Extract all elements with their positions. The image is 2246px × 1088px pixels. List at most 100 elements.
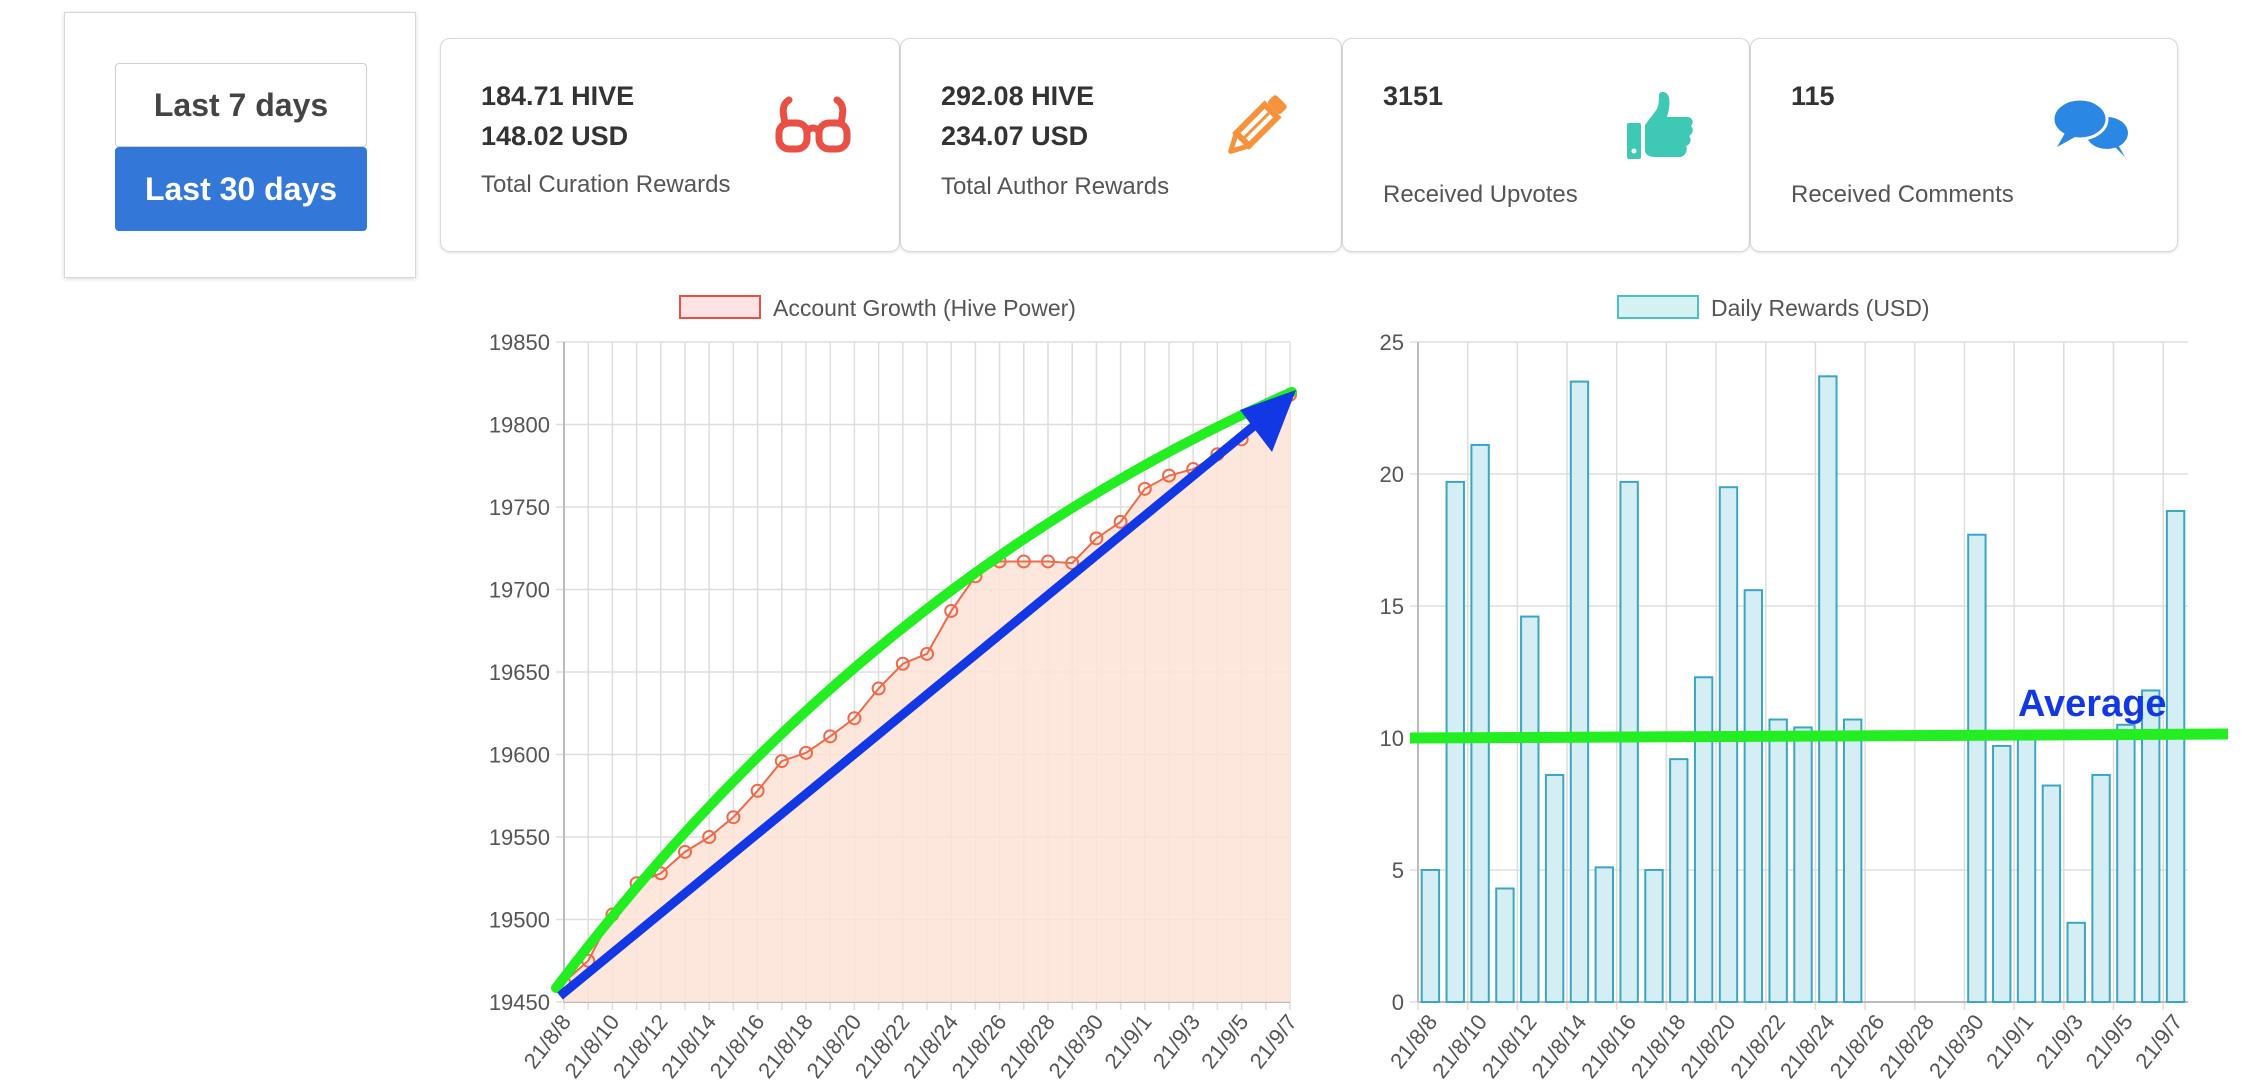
data-point [1089,531,1104,546]
y-tick-label: 10 [1380,726,1404,751]
y-tick-label: 19450 [489,990,550,1015]
data-point [1162,468,1176,483]
data-point [1113,514,1128,529]
data-point [799,745,813,760]
y-tick-label: 0 [1392,990,1404,1015]
bar [1569,380,1590,1004]
author-label: Total Author Rewards [941,173,1170,200]
data-point [944,603,959,618]
bar [1594,866,1614,1003]
legend-label: Account Growth (Hive Power) [773,295,1076,321]
y-tick-label: 19650 [489,660,550,685]
y-tick-label: 19550 [489,825,550,850]
comments-count: 115 [1791,81,1835,111]
legend-label: Daily Rewards (USD) [1711,295,1930,321]
x-tick-label: 21/9/1 [1099,1010,1156,1074]
data-point [1137,481,1152,496]
y-tick-label: 19600 [489,743,550,768]
series-line [563,394,1291,983]
bar [2091,773,2111,1003]
y-tick-label: 19500 [489,908,550,933]
bar [1644,869,1664,1003]
daily-rewards-svg: 051015202521/8/821/8/1021/8/1221/8/1421/… [1380,295,2229,1083]
x-tick-label: 21/9/1 [1981,1010,2038,1074]
trend-arrow-annotation [557,412,1269,1000]
bar [2016,737,2037,1003]
bar [1520,615,1540,1003]
author-usd-value: 234.07 USD [941,121,1089,151]
data-point [678,844,692,859]
y-tick-label: 20 [1380,462,1404,487]
average-line-annotation [1409,728,2229,744]
date-range-selector: Last 7 days Last 30 days [64,12,416,278]
x-tick-label: 21/9/3 [2031,1010,2088,1074]
bar [1743,589,1764,1003]
curation-usd-value: 148.02 USD [481,121,629,151]
legend-swatch [1617,295,1699,319]
bar [1420,869,1441,1003]
y-tick-label: 19800 [489,413,550,438]
comments-label: Received Comments [1791,181,2014,208]
bar [2116,723,2136,1003]
trend-arrow-head [1240,390,1296,452]
bar [2141,689,2161,1003]
thumbs-up-icon [1625,91,1695,168]
x-tick-label: 21/9/5 [1196,1010,1253,1074]
data-point [702,830,717,844]
y-tick-label: 15 [1380,594,1404,619]
data-point [871,681,886,696]
data-point [1065,556,1080,571]
x-tick-label: 21/8/30 [1924,1010,1989,1083]
bar [1842,718,1863,1003]
glasses-icon [773,95,853,162]
curation-rewards-card: 184.71 HIVE 148.02 USD Total Curation Re… [440,38,900,252]
data-point [750,783,765,798]
curation-label: Total Curation Rewards [481,171,731,198]
x-tick-label: 21/9/5 [2080,1010,2137,1074]
data-point [847,711,862,726]
data-point [774,754,789,769]
data-point [823,729,838,744]
bar [1818,375,1838,1003]
y-tick-label: 5 [1392,858,1404,883]
trend-curve-annotation [551,387,1297,993]
bar [1544,773,1565,1003]
data-point [895,656,910,671]
author-rewards-card: 292.08 HIVE 234.07 USD Total Author Rewa… [900,38,1342,252]
author-hive-value: 292.08 HIVE [941,81,1095,111]
data-point [1041,554,1055,569]
upvotes-label: Received Upvotes [1383,181,1578,208]
last-30-days-button[interactable]: Last 30 days [115,147,367,231]
daily-rewards-chart: 0 5 10 15 20 25 21/8/8 21/8/10 21/8/12 21/8/14 21/… [1340,280,2246,1088]
y-tick-label: 25 [1380,330,1404,355]
bar [2066,921,2086,1003]
legend-swatch [679,295,761,319]
upvotes-card: 3151 Received Upvotes [1342,38,1750,252]
bar [1793,726,1813,1003]
last-7-days-button[interactable]: Last 7 days [115,63,367,147]
data-point [920,646,934,661]
y-tick-label: 19750 [489,495,550,520]
bar [1693,676,1714,1003]
comments-card: 115 Received Comments [1750,38,2178,252]
data-point [1016,554,1031,569]
pencil-icon [1219,93,1289,168]
bar [1768,718,1788,1003]
bar [1669,758,1689,1003]
bar [1718,486,1739,1003]
curation-hive-value: 184.71 HIVE [481,81,635,111]
upvotes-count: 3151 [1383,81,1444,111]
x-tick-label: 21/9/7 [2130,1010,2187,1074]
x-tick-label: 21/9/3 [1148,1010,1205,1074]
x-tick-label: 21/9/7 [1245,1010,1302,1074]
bar [1992,744,2012,1003]
average-label: Average [2018,683,2167,725]
bar [2165,509,2186,1004]
bar [1967,533,1987,1003]
bar [1470,443,1490,1003]
y-tick-label: 19850 [489,330,550,355]
bar [2041,784,2062,1003]
data-point [726,810,741,825]
comments-icon [2051,95,2131,166]
bar [1495,887,1515,1003]
